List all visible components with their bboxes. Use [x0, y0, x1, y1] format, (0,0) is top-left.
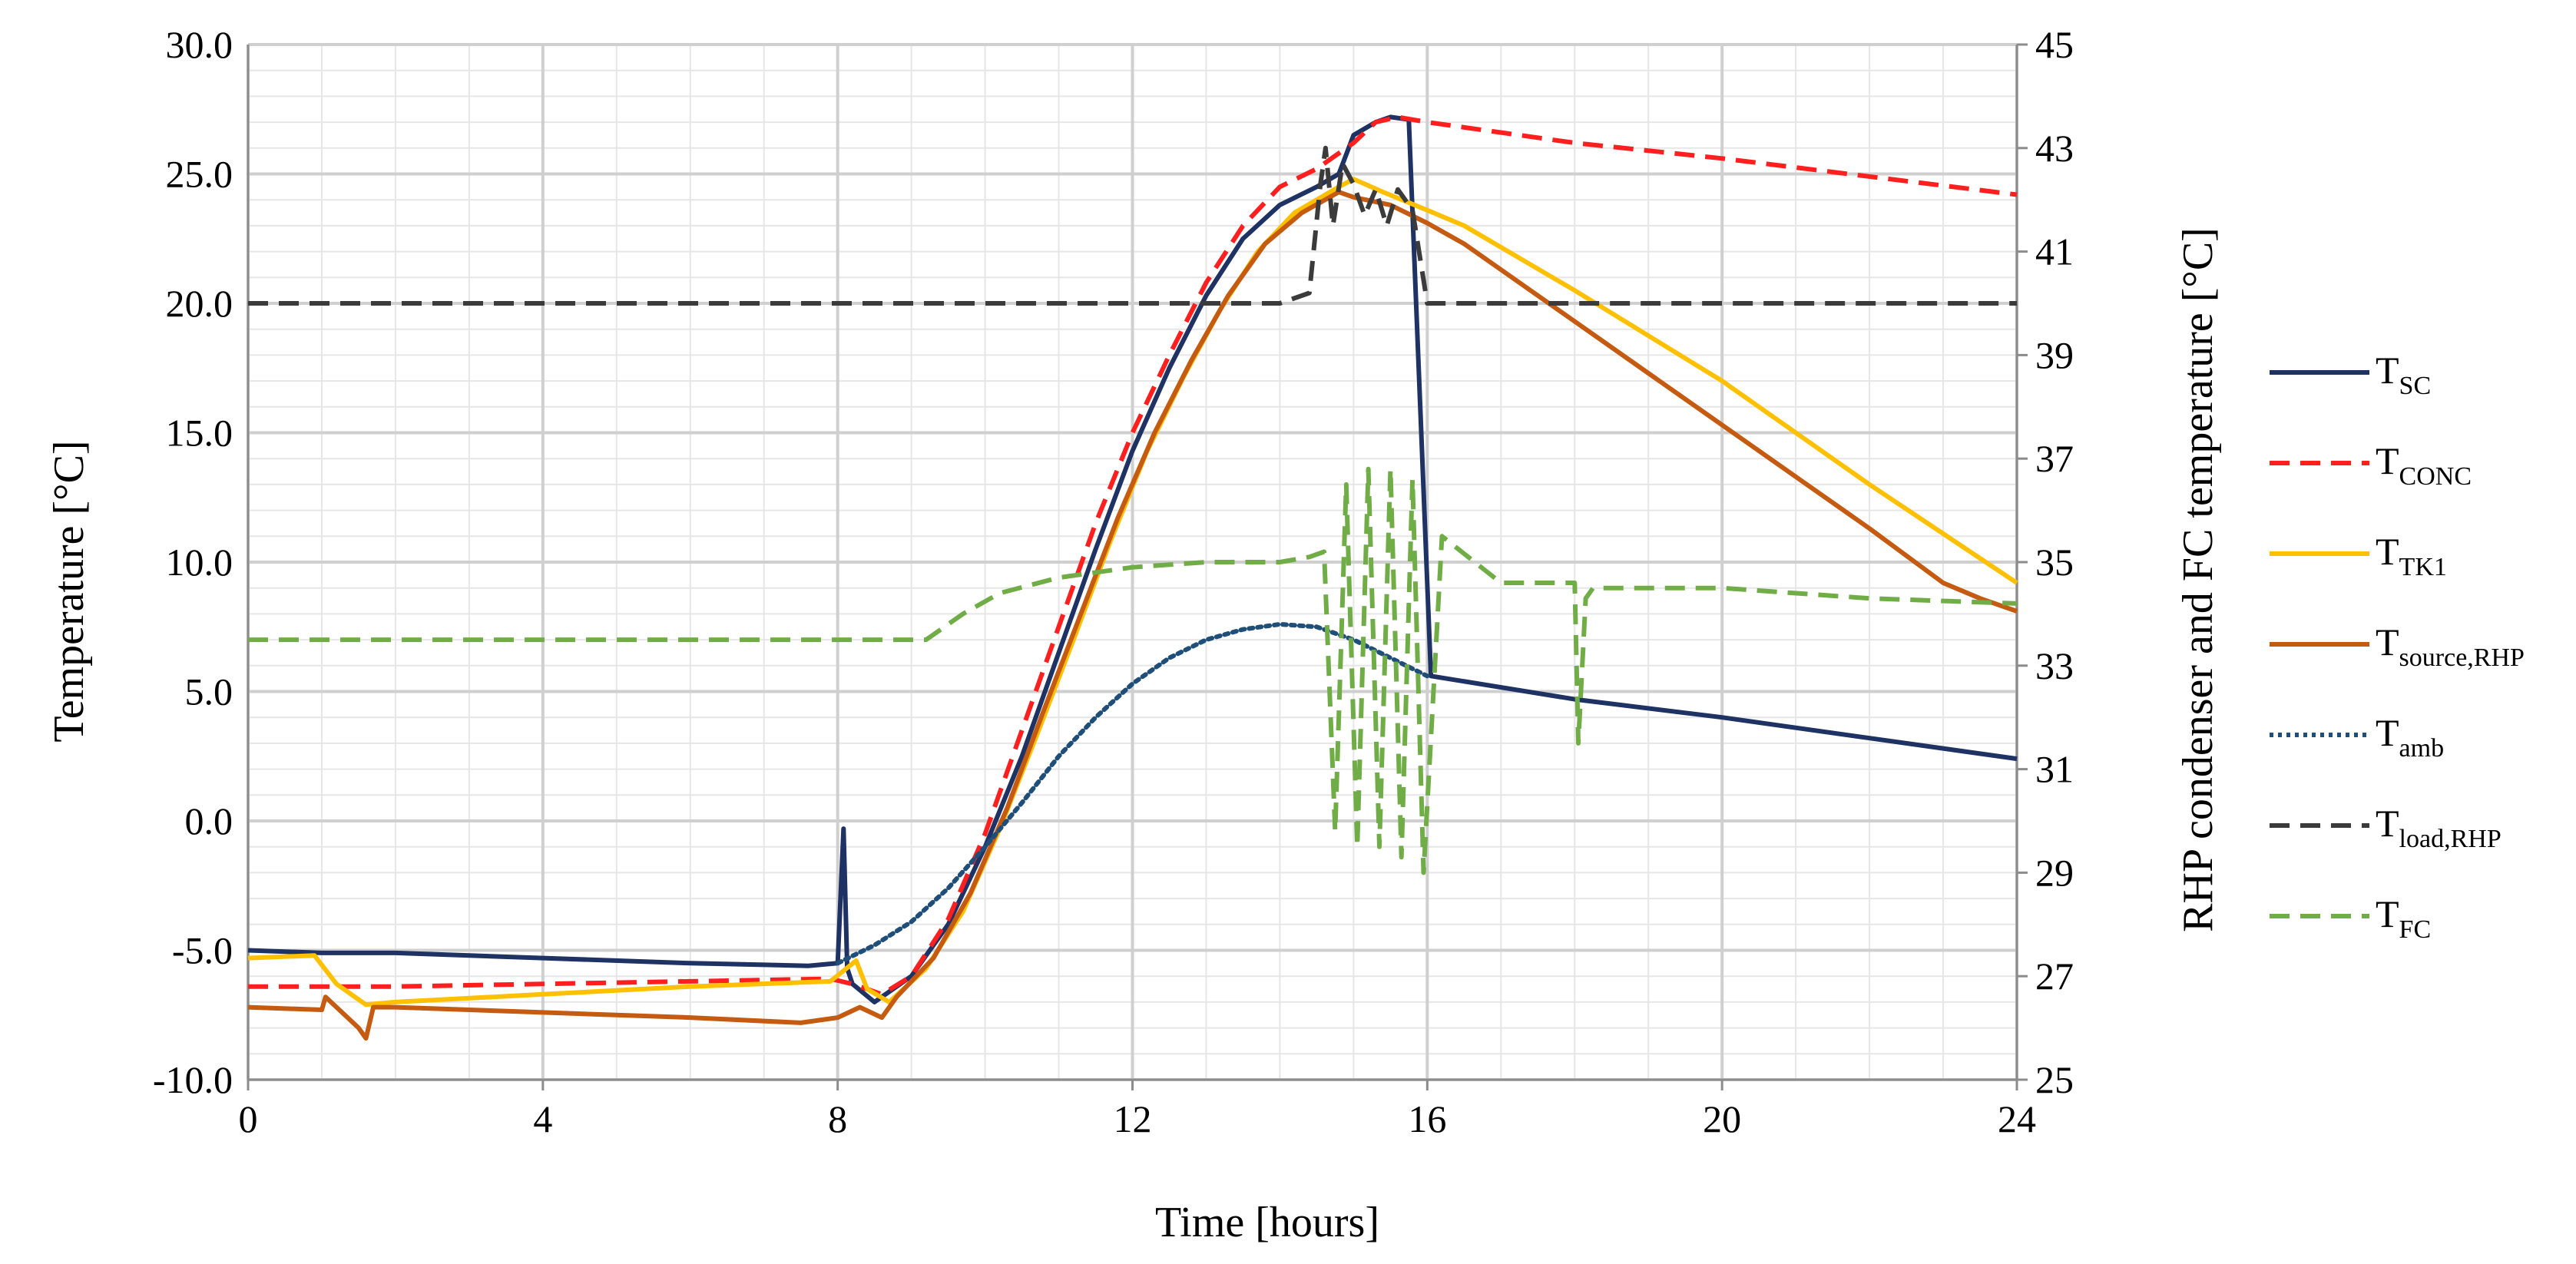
- y2-tick-label: 37: [2035, 437, 2074, 480]
- y-tick-label: 15.0: [166, 412, 233, 455]
- series-line-tfc: [248, 466, 2018, 875]
- x-tick-label: 12: [1114, 1097, 1152, 1140]
- y2-tick-label: 27: [2035, 955, 2074, 998]
- x-tick-label: 24: [1998, 1097, 2036, 1140]
- y-tick-label: 25.0: [166, 153, 233, 196]
- y-tick-label: 30.0: [166, 23, 233, 66]
- series-line-tsource: [247, 190, 2018, 1041]
- series-line-tconc: [248, 114, 2018, 997]
- x-tick-label: 20: [1703, 1097, 1741, 1140]
- y2-tick-label: 41: [2035, 230, 2074, 273]
- x-tick-label: 0: [239, 1097, 258, 1140]
- y-tick-label: 20.0: [166, 282, 233, 325]
- series-group: [247, 114, 2018, 1041]
- tick-labels: 0 4 8 12 16 20 24 -10.0 -5.0 0.0 5.0 10.0 15.0 20.0 25…: [153, 23, 2074, 1140]
- legend-label-tload: Tload,RHP: [2376, 802, 2502, 853]
- legend-subscript-tfc: FC: [2399, 915, 2432, 944]
- y-tick-label: -5.0: [172, 929, 233, 972]
- y2-tick-label: 31: [2035, 748, 2074, 791]
- y2-tick-label: 39: [2035, 333, 2074, 376]
- y-tick-label: 10.0: [166, 541, 233, 584]
- x-axis-title: Time [hours]: [1155, 1199, 1379, 1246]
- y2-tick-label: 43: [2035, 127, 2074, 170]
- grid: [247, 43, 2018, 1081]
- legend-subscript-tconc: CONC: [2399, 462, 2472, 491]
- y2-tick-label: 35: [2035, 541, 2074, 584]
- y-tick-label: 5.0: [185, 670, 233, 713]
- legend-label-tsc: TSC: [2376, 349, 2431, 400]
- x-tick-label: 16: [1408, 1097, 1446, 1140]
- y2-tick-label: 29: [2035, 851, 2074, 894]
- y-axis-title: Temperature [°C]: [45, 440, 93, 742]
- legend-subscript-ttk1: TK1: [2399, 553, 2447, 581]
- y2-tick-label: 45: [2035, 23, 2074, 66]
- y2-tick-label: 33: [2035, 644, 2074, 687]
- y2-tick-label: 25: [2035, 1058, 2074, 1101]
- legend-subscript-tamb: amb: [2399, 734, 2445, 763]
- x-tick-label: 4: [533, 1097, 552, 1140]
- y2-axis-title: RHP condenser and FC temperature [°C]: [2174, 227, 2222, 932]
- axes: [247, 43, 2028, 1090]
- legend-subscript-tload: load,RHP: [2399, 825, 2502, 853]
- legend-subscript-tsource: source,RHP: [2399, 644, 2525, 672]
- legend-subscript-tsc: SC: [2399, 372, 2432, 400]
- y-tick-label: 0.0: [185, 799, 233, 842]
- series-line-tload: [248, 145, 2017, 306]
- y-tick-label: -10.0: [153, 1058, 233, 1101]
- series-line-ttk1: [247, 177, 2018, 1008]
- x-tick-label: 8: [828, 1097, 847, 1140]
